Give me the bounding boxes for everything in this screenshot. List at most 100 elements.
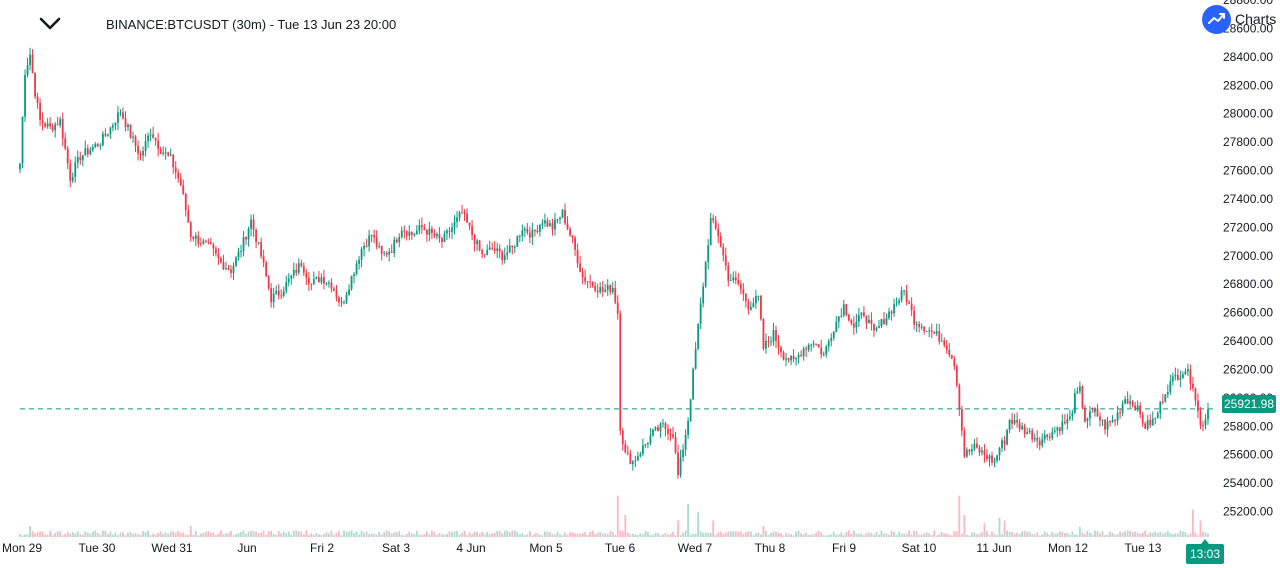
candle-body	[900, 290, 903, 301]
volume-bar	[31, 531, 34, 537]
candle-body	[54, 124, 57, 131]
volume-bar	[817, 530, 820, 537]
volume-bar	[1011, 531, 1013, 537]
volume-bar	[626, 532, 629, 537]
volume-bar	[1099, 533, 1101, 537]
volume-bar	[425, 531, 428, 537]
candle-body	[184, 193, 187, 211]
candle-body	[546, 220, 549, 227]
candle-body	[375, 237, 378, 247]
candle-body	[950, 355, 953, 359]
candle-body	[370, 234, 373, 236]
price-tick-label: 28400.00	[1223, 50, 1273, 64]
candle-body	[1161, 401, 1164, 403]
volume-bar	[968, 535, 971, 537]
candle-body	[1089, 411, 1091, 419]
volume-bar	[481, 531, 484, 537]
volume-bar	[410, 533, 413, 537]
candle-body	[431, 228, 433, 233]
volume-bar	[74, 533, 77, 537]
candle-body	[220, 257, 222, 263]
volume-bar	[724, 532, 727, 537]
candle-body	[802, 348, 805, 357]
candle-body	[654, 427, 657, 430]
candle-body	[1176, 375, 1179, 380]
time-tick-label: 4 Jun	[456, 541, 485, 555]
time-axis[interactable]: Mon 29 Tue 30 Wed 31 Jun Fri 2 Sat 3 4 Jun Mon …	[2, 541, 1162, 555]
volume-bar	[965, 534, 968, 537]
volume-bar	[365, 531, 368, 537]
volume-bar	[1031, 534, 1034, 537]
volume-bar	[446, 533, 448, 537]
volume-bar	[302, 534, 305, 537]
candle-body	[1192, 383, 1194, 389]
candle-body	[744, 293, 747, 302]
volume-bar	[1166, 531, 1169, 537]
volume-bar	[1026, 531, 1029, 537]
volume-bar	[209, 532, 212, 537]
candle-body	[1141, 414, 1144, 424]
volume-bar	[777, 533, 780, 537]
volume-bar	[1013, 533, 1016, 537]
candle-body	[1119, 412, 1121, 414]
candle-body	[81, 155, 84, 161]
volume-bar	[468, 532, 471, 537]
volume-bar	[405, 533, 408, 537]
volume-bar	[1018, 533, 1021, 537]
candle-body	[657, 427, 659, 431]
candle-body	[174, 167, 177, 173]
candle-body	[1204, 419, 1207, 426]
volume-bar	[644, 531, 647, 537]
volume-bar	[21, 535, 24, 537]
volume-bar	[122, 532, 124, 537]
candle-body	[878, 326, 880, 328]
candle-body	[1026, 432, 1029, 434]
candle-body	[368, 235, 371, 247]
volume-bar	[755, 533, 757, 537]
candle-body	[408, 231, 411, 236]
candle-body	[1164, 394, 1167, 402]
volume-bar	[333, 534, 335, 537]
candle-body	[541, 223, 544, 225]
candle-body	[410, 231, 413, 236]
price-tick-label: 25200.00	[1223, 505, 1273, 519]
volume-bar	[338, 530, 340, 537]
candle-body	[571, 235, 574, 238]
candle-body	[579, 263, 581, 272]
candle-body	[270, 288, 273, 303]
volume-bar	[41, 531, 44, 537]
candle-body	[471, 225, 473, 236]
candle-body	[1096, 408, 1099, 417]
volume-bar	[657, 533, 659, 537]
volume-bar	[142, 531, 144, 537]
volume-bar	[981, 532, 983, 537]
candle-body	[1114, 420, 1116, 422]
candle-body	[413, 233, 416, 236]
volume-bar	[167, 533, 170, 537]
volume-bar	[1066, 532, 1069, 537]
candle-body	[770, 341, 772, 343]
candle-body	[1202, 425, 1204, 427]
volume-bar	[832, 531, 835, 537]
candle-body	[513, 246, 516, 248]
candle-body	[305, 272, 308, 278]
chevron-down-icon[interactable]	[36, 10, 64, 38]
volume-bar	[1116, 533, 1119, 537]
volume-bar	[659, 535, 662, 537]
candle-body	[491, 247, 494, 249]
time-tick-label: Jun	[237, 541, 256, 555]
candle-body	[1001, 440, 1003, 448]
candle-body	[847, 314, 850, 321]
price-axis[interactable]: 28800.00 28600.00 28400.00 28200.00 28000.00…	[1223, 0, 1273, 519]
volume-bar	[1101, 531, 1104, 537]
volume-bar	[300, 531, 303, 537]
candle-body	[242, 237, 245, 252]
candle-body	[167, 152, 170, 156]
brand-logo[interactable]: Charts	[1202, 4, 1276, 34]
volume-bar	[772, 531, 775, 537]
candle-body	[742, 289, 745, 294]
volume-bar	[945, 533, 948, 537]
volume-bar	[566, 534, 569, 537]
candle-body	[722, 246, 725, 256]
